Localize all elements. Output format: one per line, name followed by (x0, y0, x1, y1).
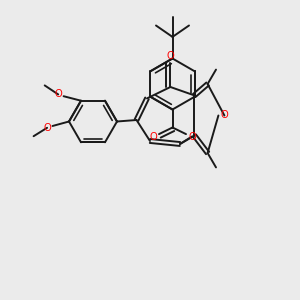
Text: O: O (167, 51, 174, 62)
Text: O: O (54, 89, 62, 99)
Text: O: O (149, 131, 157, 142)
Text: O: O (43, 123, 51, 133)
Text: O: O (220, 110, 228, 121)
Text: O: O (188, 131, 196, 142)
